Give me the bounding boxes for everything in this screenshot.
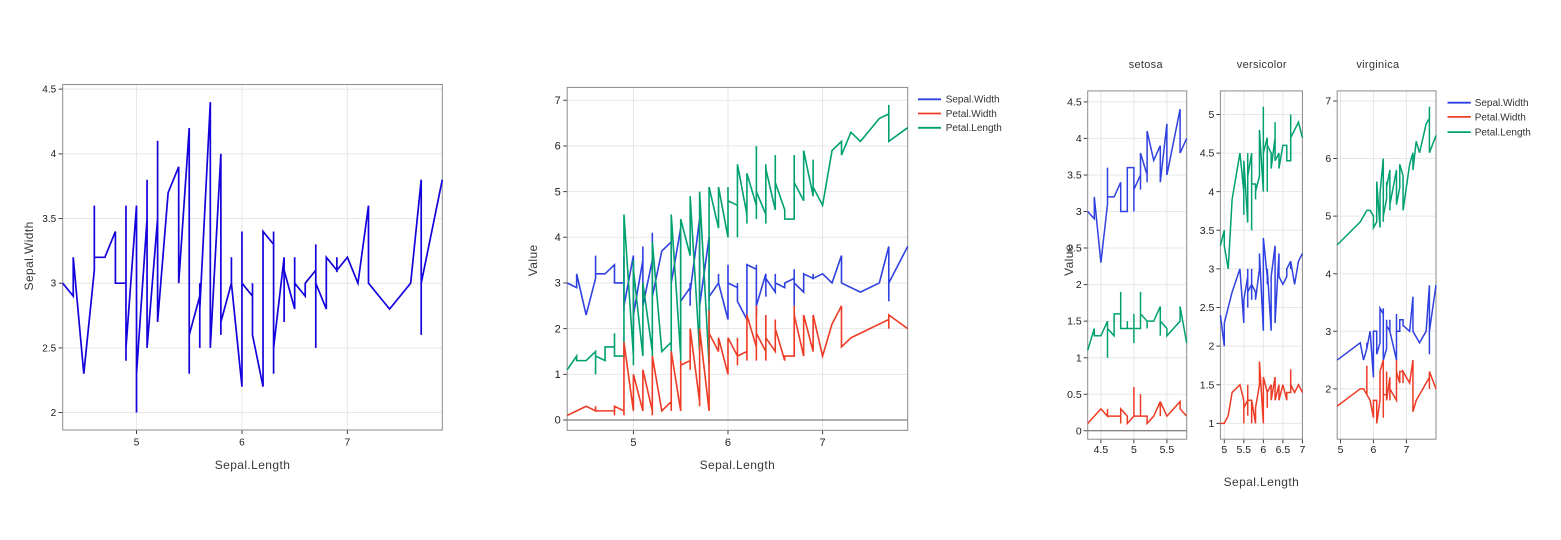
svg-text:Sepal.Width: Sepal.Width [946, 95, 1000, 106]
svg-text:3.5: 3.5 [1067, 170, 1082, 182]
svg-text:Sepal.Width: Sepal.Width [1475, 98, 1529, 109]
svg-text:7: 7 [1325, 96, 1331, 108]
svg-text:5: 5 [1338, 444, 1344, 456]
svg-text:Sepal.Width: Sepal.Width [22, 221, 36, 290]
svg-text:3: 3 [1076, 206, 1082, 218]
svg-text:4: 4 [51, 149, 57, 160]
svg-text:2.5: 2.5 [1067, 243, 1082, 255]
svg-text:4.5: 4.5 [1200, 148, 1215, 160]
svg-text:7: 7 [1403, 444, 1409, 456]
svg-text:Petal.Width: Petal.Width [946, 109, 997, 120]
svg-text:7: 7 [820, 437, 826, 449]
svg-text:5: 5 [1209, 109, 1215, 121]
svg-text:5: 5 [1325, 211, 1331, 223]
svg-text:1: 1 [1209, 418, 1215, 430]
svg-text:4: 4 [1209, 186, 1215, 198]
svg-text:1: 1 [555, 369, 561, 381]
svg-text:3.5: 3.5 [1200, 225, 1215, 237]
svg-text:7: 7 [555, 95, 561, 107]
svg-text:versicolor: versicolor [1237, 59, 1287, 71]
svg-text:setosa: setosa [1129, 59, 1164, 71]
svg-text:4: 4 [1325, 268, 1331, 280]
svg-text:6: 6 [555, 141, 561, 153]
svg-text:7: 7 [1299, 444, 1305, 456]
svg-text:2: 2 [51, 408, 57, 419]
svg-text:0: 0 [1076, 425, 1082, 437]
svg-text:7: 7 [345, 438, 351, 449]
svg-text:Value: Value [1062, 244, 1076, 276]
svg-text:2: 2 [1076, 279, 1082, 291]
svg-text:5.5: 5.5 [1237, 444, 1252, 456]
svg-text:2.5: 2.5 [1200, 302, 1215, 314]
svg-text:6: 6 [1371, 444, 1377, 456]
svg-text:2: 2 [555, 323, 561, 335]
svg-text:3: 3 [1325, 326, 1331, 338]
svg-text:Petal.Length: Petal.Length [946, 123, 1002, 134]
svg-text:5.5: 5.5 [1160, 444, 1175, 456]
svg-text:2.5: 2.5 [42, 343, 56, 354]
svg-text:4: 4 [1076, 133, 1082, 145]
svg-text:4.5: 4.5 [42, 85, 56, 96]
svg-text:4: 4 [555, 232, 561, 244]
svg-text:3: 3 [1209, 263, 1215, 275]
svg-text:1.5: 1.5 [1200, 379, 1215, 391]
svg-text:5: 5 [134, 438, 140, 449]
svg-text:Sepal.Length: Sepal.Length [700, 458, 776, 472]
svg-text:Value: Value [526, 244, 540, 276]
svg-text:virginica: virginica [1356, 59, 1400, 71]
svg-text:3: 3 [51, 279, 57, 290]
svg-text:6: 6 [239, 438, 245, 449]
svg-text:3: 3 [555, 278, 561, 290]
svg-text:6: 6 [1260, 444, 1266, 456]
svg-text:5: 5 [1221, 444, 1227, 456]
svg-text:2: 2 [1209, 341, 1215, 353]
svg-text:Petal.Length: Petal.Length [1475, 128, 1531, 139]
svg-text:0.5: 0.5 [1067, 389, 1082, 401]
svg-text:5: 5 [630, 437, 636, 449]
svg-text:1: 1 [1076, 352, 1082, 364]
svg-text:6: 6 [725, 437, 731, 449]
svg-text:4.5: 4.5 [1094, 444, 1109, 456]
svg-text:4.5: 4.5 [1067, 96, 1082, 108]
svg-text:0: 0 [555, 415, 561, 427]
svg-text:3.5: 3.5 [42, 214, 56, 225]
svg-text:2: 2 [1325, 383, 1331, 395]
svg-text:5: 5 [555, 186, 561, 198]
svg-text:5: 5 [1131, 444, 1137, 456]
svg-text:1.5: 1.5 [1067, 316, 1082, 328]
svg-text:6.5: 6.5 [1276, 444, 1291, 456]
svg-text:Sepal.Length: Sepal.Length [215, 458, 291, 472]
svg-text:Petal.Width: Petal.Width [1475, 112, 1526, 123]
svg-text:6: 6 [1325, 153, 1331, 165]
svg-text:Sepal.Length: Sepal.Length [1224, 475, 1300, 489]
